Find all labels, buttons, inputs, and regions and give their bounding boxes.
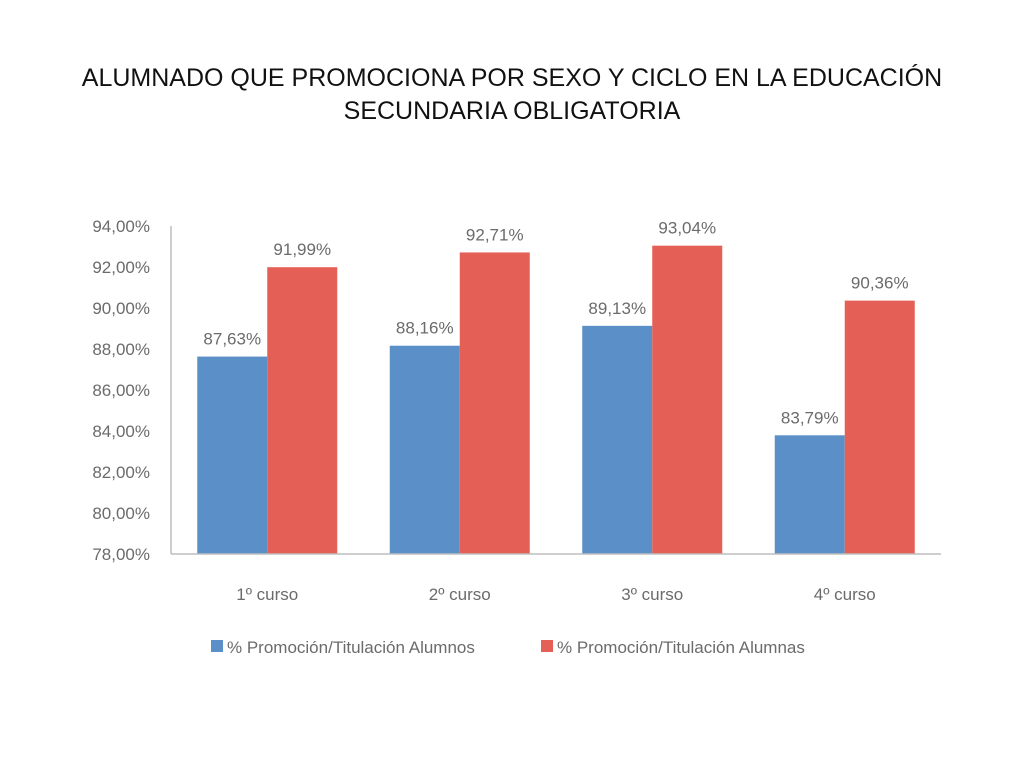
- y-tick-label: 78,00%: [92, 545, 150, 564]
- chart-title-line-2: SECUNDARIA OBLIGATORIA: [343, 97, 681, 125]
- data-label: 92,71%: [466, 225, 524, 244]
- bar: [844, 300, 915, 554]
- x-tick-label: 1º curso: [236, 585, 298, 604]
- bar: [267, 267, 338, 554]
- data-label: 90,36%: [851, 274, 909, 293]
- legend: % Promoción/Titulación Alumnos % Promoció…: [211, 638, 805, 657]
- data-label: 89,13%: [588, 299, 646, 318]
- bar: [774, 435, 845, 554]
- y-tick-label: 82,00%: [92, 463, 150, 482]
- legend-label: % Promoción/Titulación Alumnas: [557, 638, 805, 657]
- data-label: 83,79%: [781, 408, 839, 427]
- chart-title: ALUMNADO QUE PROMOCIONA POR SEXO Y CICLO…: [60, 62, 964, 128]
- x-tick-label: 4º curso: [814, 585, 876, 604]
- x-axis: 1º curso 2º curso 3º curso 4º curso: [171, 553, 941, 604]
- chart-title-line-1: ALUMNADO QUE PROMOCIONA POR SEXO Y CICLO…: [81, 64, 943, 92]
- bar: [459, 252, 530, 554]
- x-tick-label: 3º curso: [621, 585, 683, 604]
- bar: [582, 325, 653, 554]
- y-tick-label: 80,00%: [92, 504, 150, 523]
- x-tick-label: 2º curso: [429, 585, 491, 604]
- y-tick-label: 90,00%: [92, 299, 150, 318]
- legend-swatch: [541, 640, 553, 652]
- legend-label: % Promoción/Titulación Alumnos: [227, 638, 475, 657]
- data-label: 91,99%: [273, 240, 331, 259]
- y-axis: 78,00% 80,00% 82,00% 84,00% 86,00% 88,00% 90,0…: [92, 217, 172, 564]
- bar: [389, 345, 460, 554]
- bar: [652, 245, 723, 554]
- legend-swatch: [211, 640, 223, 652]
- data-label: 87,63%: [203, 330, 261, 349]
- data-label: 93,04%: [658, 219, 716, 238]
- bars-group: 87,63% 91,99% 88,16% 92,71% 89,13% 93,04% 83,7…: [197, 219, 915, 554]
- data-label: 88,16%: [396, 319, 454, 338]
- y-tick-label: 92,00%: [92, 258, 150, 277]
- bar: [197, 356, 268, 554]
- y-tick-label: 88,00%: [92, 340, 150, 359]
- y-tick-label: 94,00%: [92, 217, 150, 236]
- y-tick-label: 84,00%: [92, 422, 150, 441]
- y-tick-label: 86,00%: [92, 381, 150, 400]
